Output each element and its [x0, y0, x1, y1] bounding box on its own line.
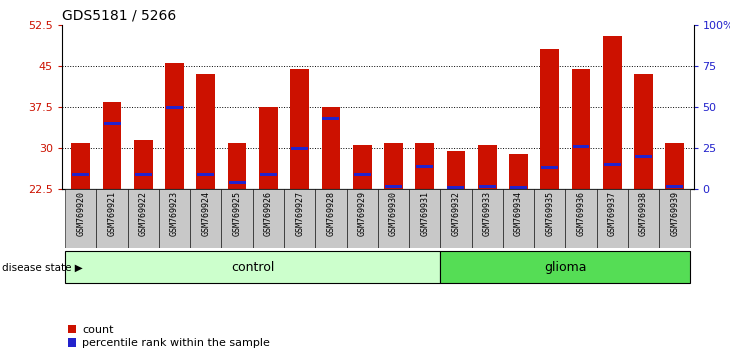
Legend: count, percentile rank within the sample: count, percentile rank within the sample — [68, 325, 270, 348]
Text: GSM769939: GSM769939 — [670, 191, 679, 236]
FancyBboxPatch shape — [159, 189, 191, 248]
FancyBboxPatch shape — [284, 189, 315, 248]
Bar — [354, 173, 371, 176]
Bar — [228, 181, 245, 184]
Bar — [415, 143, 434, 189]
Text: GSM769927: GSM769927 — [295, 191, 304, 236]
FancyBboxPatch shape — [534, 189, 565, 248]
FancyBboxPatch shape — [128, 189, 159, 248]
Text: GSM769936: GSM769936 — [577, 191, 585, 236]
Bar — [104, 122, 120, 125]
Bar — [509, 154, 528, 189]
FancyBboxPatch shape — [409, 189, 440, 248]
Bar — [166, 105, 183, 109]
FancyBboxPatch shape — [596, 189, 628, 248]
Bar — [72, 173, 89, 176]
Text: GDS5181 / 5266: GDS5181 / 5266 — [62, 9, 177, 23]
Text: GSM769922: GSM769922 — [139, 191, 148, 236]
Bar — [540, 50, 559, 189]
FancyBboxPatch shape — [253, 189, 284, 248]
Text: GSM769938: GSM769938 — [639, 191, 648, 236]
Bar — [260, 173, 277, 176]
FancyBboxPatch shape — [565, 189, 596, 248]
FancyBboxPatch shape — [221, 189, 253, 248]
Text: GSM769928: GSM769928 — [326, 191, 335, 236]
FancyBboxPatch shape — [440, 189, 472, 248]
Bar — [259, 107, 277, 189]
Text: GSM769921: GSM769921 — [107, 191, 117, 236]
Bar — [197, 173, 215, 176]
Bar — [635, 155, 652, 158]
Bar — [478, 145, 496, 189]
FancyBboxPatch shape — [65, 189, 96, 248]
Bar — [572, 145, 589, 148]
Bar — [165, 63, 184, 189]
FancyBboxPatch shape — [472, 189, 503, 248]
Text: GSM769925: GSM769925 — [233, 191, 242, 236]
Bar — [321, 107, 340, 189]
Bar — [196, 74, 215, 189]
Text: GSM769929: GSM769929 — [358, 191, 366, 236]
Bar — [384, 143, 403, 189]
Text: GSM769926: GSM769926 — [264, 191, 273, 236]
FancyBboxPatch shape — [628, 189, 659, 248]
FancyBboxPatch shape — [65, 251, 440, 283]
Text: GSM769920: GSM769920 — [77, 191, 85, 236]
Text: GSM769933: GSM769933 — [483, 191, 492, 236]
FancyBboxPatch shape — [315, 189, 347, 248]
Bar — [103, 102, 121, 189]
Bar — [353, 145, 372, 189]
Text: GSM769937: GSM769937 — [607, 191, 617, 236]
Bar — [634, 74, 653, 189]
Text: GSM769923: GSM769923 — [170, 191, 179, 236]
Text: control: control — [231, 261, 274, 274]
FancyBboxPatch shape — [378, 189, 409, 248]
Bar — [385, 184, 402, 188]
Bar — [541, 166, 558, 170]
Bar — [416, 165, 433, 168]
FancyBboxPatch shape — [440, 251, 691, 283]
Text: GSM769931: GSM769931 — [420, 191, 429, 236]
FancyBboxPatch shape — [659, 189, 691, 248]
FancyBboxPatch shape — [96, 189, 128, 248]
Bar — [479, 184, 496, 188]
Bar — [447, 151, 465, 189]
Text: GSM769932: GSM769932 — [451, 191, 461, 236]
Bar — [447, 186, 464, 189]
Text: GSM769930: GSM769930 — [389, 191, 398, 236]
Bar — [291, 69, 309, 189]
Bar — [666, 184, 683, 188]
Bar — [135, 173, 152, 176]
Bar — [665, 143, 684, 189]
Text: GSM769924: GSM769924 — [201, 191, 210, 236]
Bar — [291, 147, 308, 150]
Bar — [604, 163, 620, 166]
Text: glioma: glioma — [544, 261, 587, 274]
Bar — [228, 143, 247, 189]
Bar — [572, 69, 591, 189]
FancyBboxPatch shape — [191, 189, 221, 248]
FancyBboxPatch shape — [347, 189, 378, 248]
Bar — [510, 186, 527, 189]
Bar — [134, 140, 153, 189]
Bar — [603, 36, 622, 189]
Bar — [72, 143, 91, 189]
FancyBboxPatch shape — [503, 189, 534, 248]
Text: disease state ▶: disease state ▶ — [2, 262, 83, 272]
Text: GSM769934: GSM769934 — [514, 191, 523, 236]
Text: GSM769935: GSM769935 — [545, 191, 554, 236]
Bar — [323, 117, 339, 120]
